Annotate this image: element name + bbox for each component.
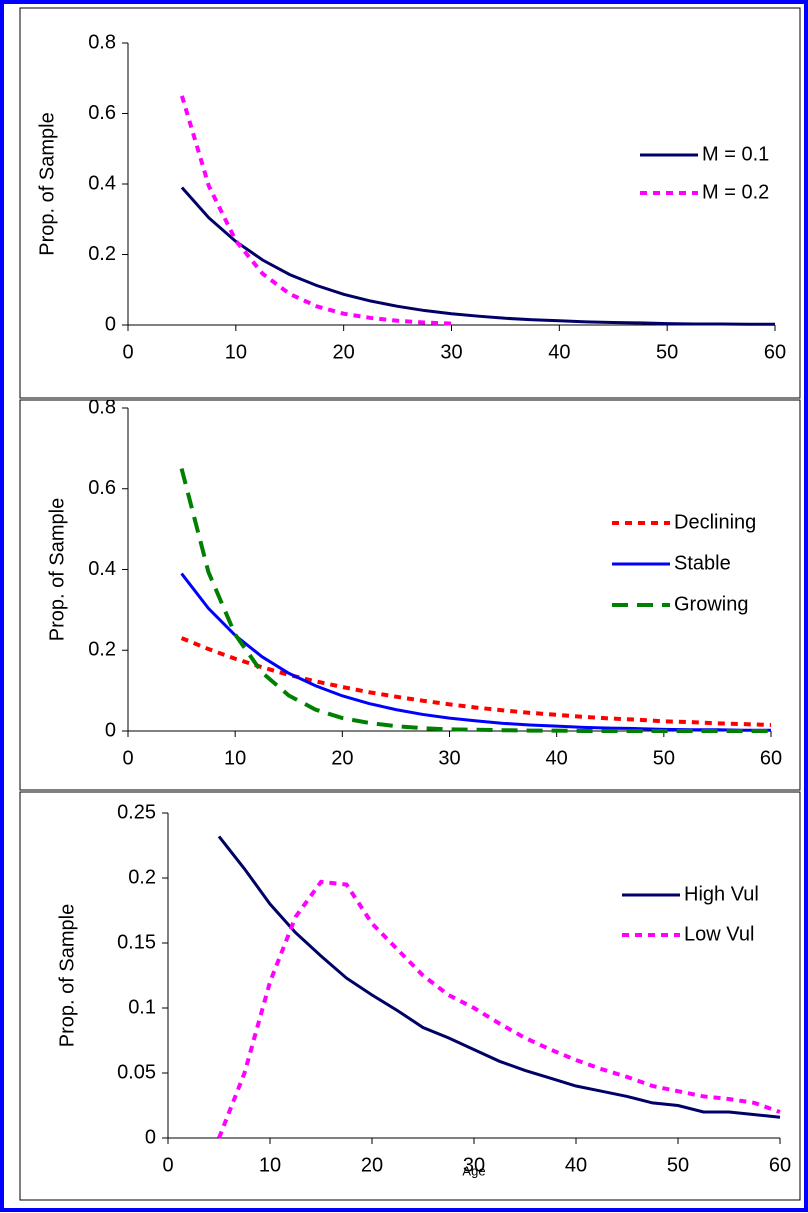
x-tick-label: 50 <box>656 341 678 363</box>
y-tick-label: 0 <box>105 719 116 741</box>
y-tick-label: 0.4 <box>88 558 116 580</box>
x-tick-label: 30 <box>463 1154 485 1176</box>
series-line <box>217 879 781 1139</box>
x-tick-label: 40 <box>546 747 568 769</box>
y-tick-label: 0.25 <box>117 801 156 823</box>
legend-label: M = 0.1 <box>702 143 769 165</box>
x-tick-label: 0 <box>122 341 133 363</box>
x-tick-label: 30 <box>440 341 462 363</box>
x-tick-label: 10 <box>259 1154 281 1176</box>
x-axis-label: Age <box>462 1163 485 1178</box>
y-tick-label: 0.6 <box>88 477 116 499</box>
y-axis-label: Prop. of Sample <box>36 112 58 255</box>
y-tick-label: 0.8 <box>88 31 116 53</box>
legend-label: Growing <box>674 593 748 615</box>
y-tick-label: 0.8 <box>88 396 116 418</box>
legend-label: High Vul <box>684 883 759 905</box>
y-tick-label: 0 <box>145 1126 156 1148</box>
x-tick-label: 50 <box>667 1154 689 1176</box>
legend-label: M = 0.2 <box>702 181 769 203</box>
y-tick-label: 0.15 <box>117 931 156 953</box>
x-tick-label: 60 <box>769 1154 791 1176</box>
y-tick-label: 0.2 <box>88 639 116 661</box>
y-tick-label: 0.2 <box>88 243 116 265</box>
x-tick-label: 30 <box>438 747 460 769</box>
x-tick-label: 0 <box>162 1154 173 1176</box>
x-tick-label: 20 <box>333 341 355 363</box>
x-tick-label: 10 <box>225 341 247 363</box>
chart-figure: 0 0.2 0.4 0.6 0.8 0 10 20 30 40 50 60 Prop. of Sampl… <box>19 7 801 1201</box>
legend-label: Low Vul <box>684 923 754 945</box>
x-tick-label: 20 <box>331 747 353 769</box>
panel-frame <box>19 7 801 399</box>
x-tick-label: 50 <box>653 747 675 769</box>
series-line <box>217 835 781 1119</box>
panel-frame <box>19 791 801 1201</box>
y-tick-label: 0.05 <box>117 1061 156 1083</box>
x-tick-label: 40 <box>548 341 570 363</box>
y-tick-label: 0.6 <box>88 102 116 124</box>
legend-label: Stable <box>674 552 731 574</box>
panel-frame <box>19 399 801 791</box>
y-tick-label: 0 <box>105 313 116 335</box>
x-tick-label: 60 <box>764 341 786 363</box>
x-tick-label: 0 <box>122 747 133 769</box>
series-line <box>180 95 452 326</box>
y-tick-label: 0.1 <box>128 996 156 1018</box>
x-tick-label: 60 <box>760 747 782 769</box>
y-tick-label: 0.4 <box>88 172 116 194</box>
series-line <box>180 636 772 727</box>
x-tick-label: 20 <box>361 1154 383 1176</box>
y-axis-label: Prop. of Sample <box>46 498 68 641</box>
y-axis-label: Prop. of Sample <box>56 904 78 1047</box>
x-tick-label: 10 <box>224 747 246 769</box>
y-tick-label: 0.2 <box>128 866 156 888</box>
x-tick-label: 40 <box>565 1154 587 1176</box>
series-line <box>180 186 775 326</box>
legend-label: Declining <box>674 511 756 533</box>
series-line <box>180 572 771 732</box>
